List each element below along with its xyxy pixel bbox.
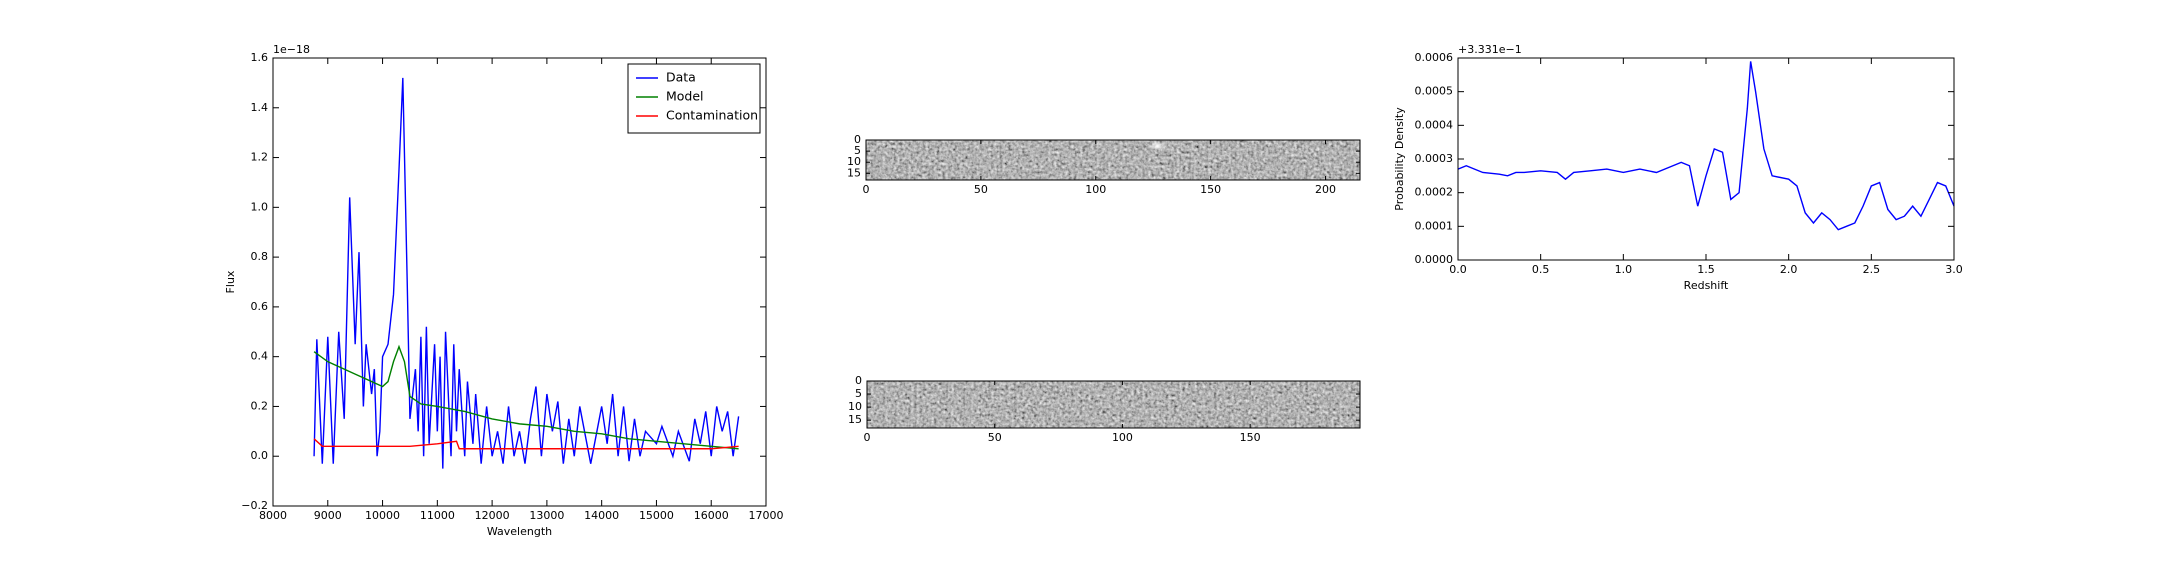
y-tick-label: 0 <box>855 374 862 387</box>
y-tick-label: 1.6 <box>251 51 269 64</box>
legend-label: Contamination <box>666 108 758 123</box>
y-tick-label: −0.2 <box>241 499 268 512</box>
y-tick-label: 1.4 <box>251 101 269 114</box>
y-tick-label: 0.0 <box>251 449 269 462</box>
x-tick-label: 11000 <box>420 509 455 522</box>
y-tick-label: 1.0 <box>251 200 269 213</box>
y-tick-label: 0.0004 <box>1415 118 1454 131</box>
y-tick-label: 0.0001 <box>1415 219 1454 232</box>
axes-frame <box>272 57 767 507</box>
x-tick-label: 1.0 <box>1615 263 1633 276</box>
x-tick-label: 50 <box>988 431 1002 444</box>
x-tick-label: 10000 <box>365 509 400 522</box>
series-line <box>313 77 740 469</box>
spectrum-image <box>866 140 1360 180</box>
y-tick-label: 0.4 <box>251 350 269 363</box>
y-tick-label: 0.8 <box>251 250 269 263</box>
x-tick-label: 12000 <box>475 509 510 522</box>
x-axis-label: Wavelength <box>487 525 552 538</box>
x-tick-label: 14000 <box>584 509 619 522</box>
x-tick-label: 50 <box>974 183 988 196</box>
chart-panel: 0.0 0.5 1.0 1.5 2.0 2.5 3.0 0.0000 0.0001 0.0002 0… <box>1393 43 1963 292</box>
series-line <box>1457 61 1955 231</box>
y-axis-label: Probability Density <box>1393 107 1406 211</box>
series-line <box>313 344 739 450</box>
x-tick-label: 100 <box>1112 431 1133 444</box>
y-tick-label: 10 <box>847 155 861 168</box>
spectrum-image <box>867 381 1360 428</box>
x-tick-label: 2.5 <box>1863 263 1881 276</box>
y-tick-label: 0.0000 <box>1415 253 1454 266</box>
axes-frame <box>866 380 1361 429</box>
legend-box <box>627 63 761 134</box>
x-tick-label: 17000 <box>749 509 784 522</box>
x-axis-label: Redshift <box>1684 279 1729 292</box>
x-tick-label: 0.0 <box>1449 263 1467 276</box>
offset-annotation: +3.331e−1 <box>1458 43 1522 56</box>
x-tick-label: 9000 <box>314 509 342 522</box>
plot-area <box>1458 58 1954 260</box>
x-tick-label: 150 <box>1200 183 1221 196</box>
x-tick-label: 15000 <box>639 509 674 522</box>
y-axis-label: Flux <box>224 270 237 293</box>
x-tick-label: 0 <box>864 431 871 444</box>
x-tick-label: 13000 <box>529 509 564 522</box>
y-tick-label: 0.0006 <box>1415 51 1454 64</box>
y-tick-label: 10 <box>848 400 862 413</box>
y-tick-label: 1.2 <box>251 151 269 164</box>
chart-panel: 8000 9000 10000 11000 12000 13000 14000 15000 16… <box>224 43 784 538</box>
y-tick-label: 0 <box>854 133 861 146</box>
legend: Data Model Contamination <box>627 63 761 134</box>
x-tick-label: 150 <box>1240 431 1261 444</box>
series-line <box>313 438 739 450</box>
x-tick-label: 3.0 <box>1945 263 1963 276</box>
x-tick-label: 1.5 <box>1697 263 1715 276</box>
offset-annotation: 1e−18 <box>273 43 310 56</box>
x-tick-label: 200 <box>1315 183 1336 196</box>
y-tick-label: 5 <box>855 387 862 400</box>
legend-label: Model <box>666 89 704 104</box>
y-tick-label: 0.0003 <box>1415 152 1454 165</box>
y-tick-label: 15 <box>847 166 861 179</box>
axes-frame <box>865 139 1361 181</box>
legend-label: Data <box>666 70 696 85</box>
x-tick-label: 0.5 <box>1532 263 1550 276</box>
y-tick-label: 0.0002 <box>1415 186 1454 199</box>
y-tick-label: 0.2 <box>251 399 269 412</box>
y-tick-label: 0.6 <box>251 300 269 313</box>
y-tick-label: 15 <box>848 413 862 426</box>
y-tick-label: 0.0005 <box>1415 85 1454 98</box>
x-tick-label: 0 <box>863 183 870 196</box>
y-tick-label: 5 <box>854 144 861 157</box>
x-tick-label: 100 <box>1085 183 1106 196</box>
x-tick-label: 8000 <box>259 509 287 522</box>
bright-spot <box>1149 141 1166 151</box>
x-tick-label: 16000 <box>694 509 729 522</box>
x-tick-label: 2.0 <box>1780 263 1798 276</box>
